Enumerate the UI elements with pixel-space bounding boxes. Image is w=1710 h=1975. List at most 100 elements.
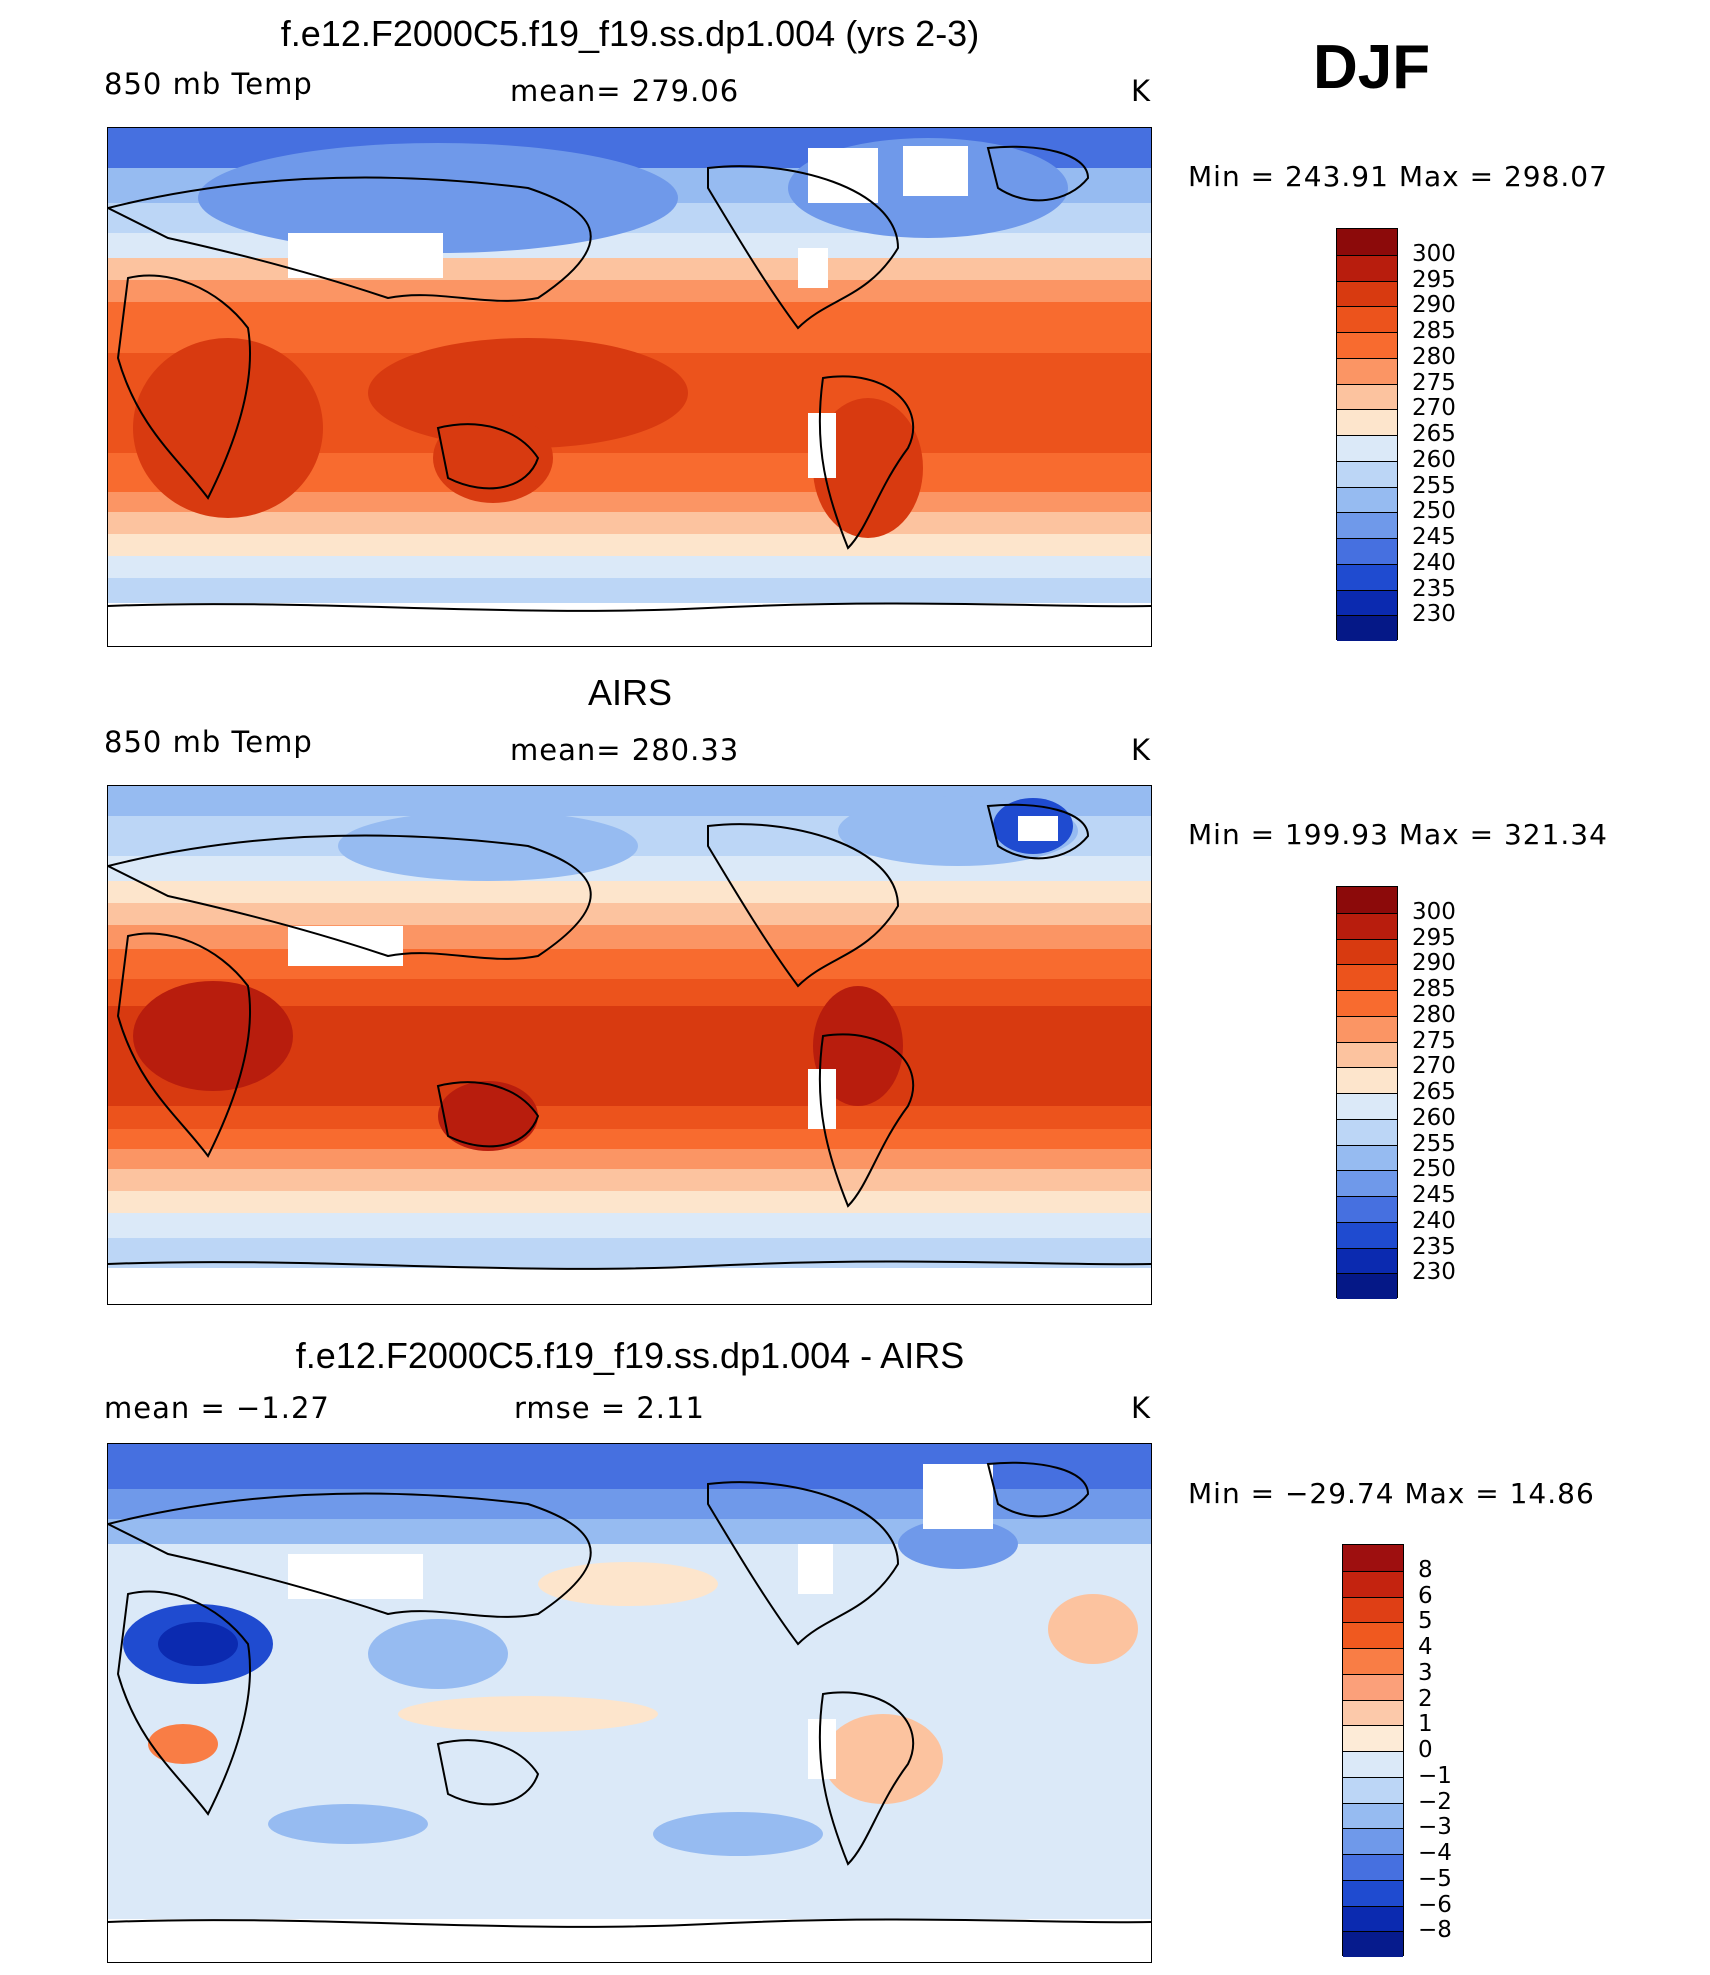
colorbar-swatch <box>1337 1196 1397 1222</box>
colorbar-swatch <box>1343 1648 1403 1674</box>
panel-1-units-label: K <box>1131 74 1152 108</box>
colorbar-swatch <box>1337 460 1397 487</box>
field-missing-antarctica <box>108 1268 1151 1304</box>
colorbar-tick-label: 295 <box>1412 924 1456 951</box>
colorbar-swatch <box>1343 1828 1403 1854</box>
field-missing <box>903 146 968 196</box>
coastline-south-america <box>818 1691 915 1866</box>
colorbar-swatch <box>1337 1144 1397 1171</box>
field-missing-rockies <box>798 248 828 288</box>
colorbar-tick-label: 290 <box>1412 292 1456 319</box>
colorbar-swatch <box>1343 1699 1403 1726</box>
colorbar-tick-label: 250 <box>1412 498 1456 525</box>
colorbar-tick-label: 245 <box>1412 1182 1456 1208</box>
panel-2-colorbar: 300 295 290 285 280 275 270 265 260 255 250 245 240 2… <box>1336 886 1456 1299</box>
colorbar-swatch <box>1337 887 1397 913</box>
colorbar-swatch <box>1343 1596 1403 1623</box>
colorbar-tick-label: −5 <box>1418 1865 1452 1892</box>
colorbar-tick-label: 8 <box>1418 1556 1433 1583</box>
colorbar-box <box>1336 886 1398 1299</box>
colorbar-tick-label: 3 <box>1418 1659 1433 1686</box>
colorbar-tick-label: −1 <box>1418 1762 1452 1789</box>
coastline-eurasia <box>108 1492 592 1618</box>
panel-3-rmse-label: rmse = 2.11 <box>514 1391 705 1425</box>
field-band <box>108 925 1151 949</box>
field-warm-anomaly <box>823 1714 943 1804</box>
colorbar-swatch <box>1337 1093 1397 1119</box>
colorbar-swatch <box>1337 538 1397 564</box>
colorbar-swatch <box>1343 1931 1403 1957</box>
field-warm-anomaly <box>538 1562 718 1606</box>
colorbar-swatch <box>1337 964 1397 990</box>
colorbar-swatch <box>1337 615 1397 641</box>
field-band <box>108 1191 1151 1213</box>
field-missing-greenland <box>1018 816 1058 841</box>
panel-3-colorbar: 8 6 5 4 3 2 1 0 −1 −2 −3 −4 −5 −6 −8 <box>1342 1544 1452 1957</box>
coastline-australia <box>436 423 540 490</box>
field-band <box>108 1129 1151 1149</box>
panel-2-map-svg <box>108 786 1151 1304</box>
panel-3-mean-label: mean = −1.27 <box>104 1391 330 1425</box>
coastline-north-america <box>707 1481 900 1646</box>
colorbar-swatch <box>1337 1273 1397 1299</box>
panel-1-map-svg <box>108 128 1151 646</box>
coastline-north-america <box>707 823 900 988</box>
colorbar-swatch <box>1343 1802 1403 1829</box>
field-warm-region <box>133 338 323 518</box>
colorbar-tick-label: 6 <box>1418 1582 1433 1609</box>
panel-1-map <box>107 127 1152 647</box>
field-cold-region <box>268 1804 428 1844</box>
colorbar-tick-label: −4 <box>1418 1840 1452 1866</box>
colorbar-tick-label: −2 <box>1418 1788 1452 1815</box>
colorbar-tick-label: −8 <box>1418 1917 1452 1944</box>
colorbar-tick-label: 2 <box>1418 1685 1433 1712</box>
colorbar-swatch <box>1337 280 1397 307</box>
colorbar-swatch <box>1343 1905 1403 1932</box>
field-band <box>108 534 1151 556</box>
colorbar-swatch <box>1337 912 1397 939</box>
field-missing-tibet <box>288 1554 423 1599</box>
coastline-greenland <box>986 803 1090 860</box>
colorbar-tick-label: 0 <box>1418 1737 1433 1763</box>
colorbar-swatch <box>1343 1570 1403 1597</box>
colorbar-swatch <box>1337 1170 1397 1196</box>
field-band <box>108 1213 1151 1238</box>
panel-3-units-label: K <box>1131 1391 1152 1425</box>
field-missing-tibet <box>288 233 443 278</box>
colorbar-box <box>1342 1544 1404 1957</box>
colorbar-swatch <box>1337 1247 1397 1274</box>
colorbar-tick-label: 240 <box>1412 1207 1456 1234</box>
field-cold-region <box>338 811 638 881</box>
colorbar-tick-label: 235 <box>1412 575 1456 602</box>
colorbar-swatch <box>1343 1725 1403 1751</box>
colorbar-tick-label: 5 <box>1418 1608 1433 1635</box>
coastline-north-america <box>707 165 900 330</box>
colorbar-swatch <box>1337 990 1397 1016</box>
colorbar-tick-label: 230 <box>1412 601 1456 628</box>
coastline-antarctica <box>108 1260 1151 1270</box>
colorbar-tick-label: −6 <box>1418 1891 1452 1918</box>
field-warm-region <box>433 413 553 503</box>
colorbar-swatch <box>1337 1067 1397 1093</box>
colorbar-swatch <box>1337 357 1397 384</box>
field-band <box>108 512 1151 534</box>
colorbar-swatch <box>1337 589 1397 616</box>
field-missing-rockies <box>798 1544 833 1594</box>
colorbar-tick-label: 300 <box>1412 898 1456 925</box>
colorbar-tick-label: 250 <box>1412 1156 1456 1183</box>
colorbar-swatch <box>1337 332 1397 358</box>
field-warm-region <box>813 398 923 538</box>
field-band <box>108 1169 1151 1191</box>
colorbar-swatch <box>1337 486 1397 513</box>
colorbar-tick-label: −3 <box>1418 1814 1452 1841</box>
colorbar-tick-label: 290 <box>1412 950 1456 977</box>
coastline-eurasia <box>108 834 592 960</box>
field-missing-andes <box>808 413 836 478</box>
colorbar-swatch <box>1343 1545 1403 1571</box>
field-cold-region <box>653 1812 823 1856</box>
panel-2-map <box>107 785 1152 1305</box>
field-band <box>108 578 1151 603</box>
colorbar-swatch <box>1337 1118 1397 1145</box>
panel-3-map <box>107 1443 1152 1963</box>
panel-2-mean-label: mean= 280.33 <box>510 733 740 767</box>
